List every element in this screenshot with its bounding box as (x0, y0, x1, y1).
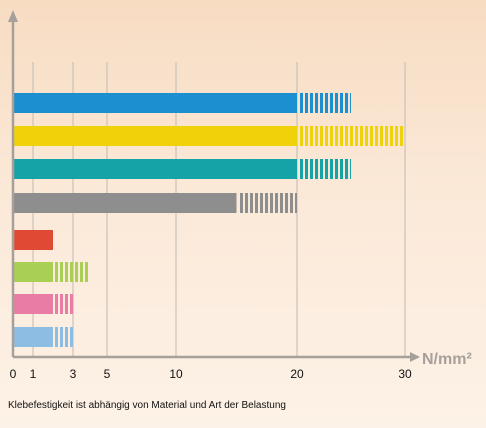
bar-solid (14, 193, 237, 213)
tick-label: 20 (290, 367, 304, 381)
tick-label: 10 (169, 367, 183, 381)
bar-hatched (299, 126, 405, 146)
bar-hatched (299, 93, 351, 113)
tick-label: 5 (104, 367, 111, 381)
bar-solid (14, 159, 297, 179)
tick-label: 3 (70, 367, 77, 381)
bar-hatched (238, 193, 297, 213)
y-axis-arrow (8, 10, 18, 22)
tick-labels: 0 1 3 5 10 20 30 (10, 367, 412, 381)
footnote: Klebefestigkeit ist abhängig von Materia… (8, 400, 286, 411)
bar-solid (14, 93, 297, 113)
tick-label: 0 (10, 367, 17, 381)
unit-label: N/mm² (422, 351, 472, 368)
bar-hatched (299, 159, 351, 179)
bar-hatched (55, 262, 90, 282)
bar-solid (14, 327, 53, 347)
bar-hatched (55, 294, 73, 314)
bars (14, 93, 405, 347)
bar-solid (14, 262, 53, 282)
bar-solid (14, 126, 297, 146)
bar-solid (14, 230, 53, 250)
axes (8, 10, 420, 362)
tick-label: 30 (398, 367, 412, 381)
bar-hatched (55, 327, 73, 347)
x-axis-arrow (410, 352, 420, 362)
tick-label: 1 (30, 367, 37, 381)
bar-solid (14, 294, 53, 314)
